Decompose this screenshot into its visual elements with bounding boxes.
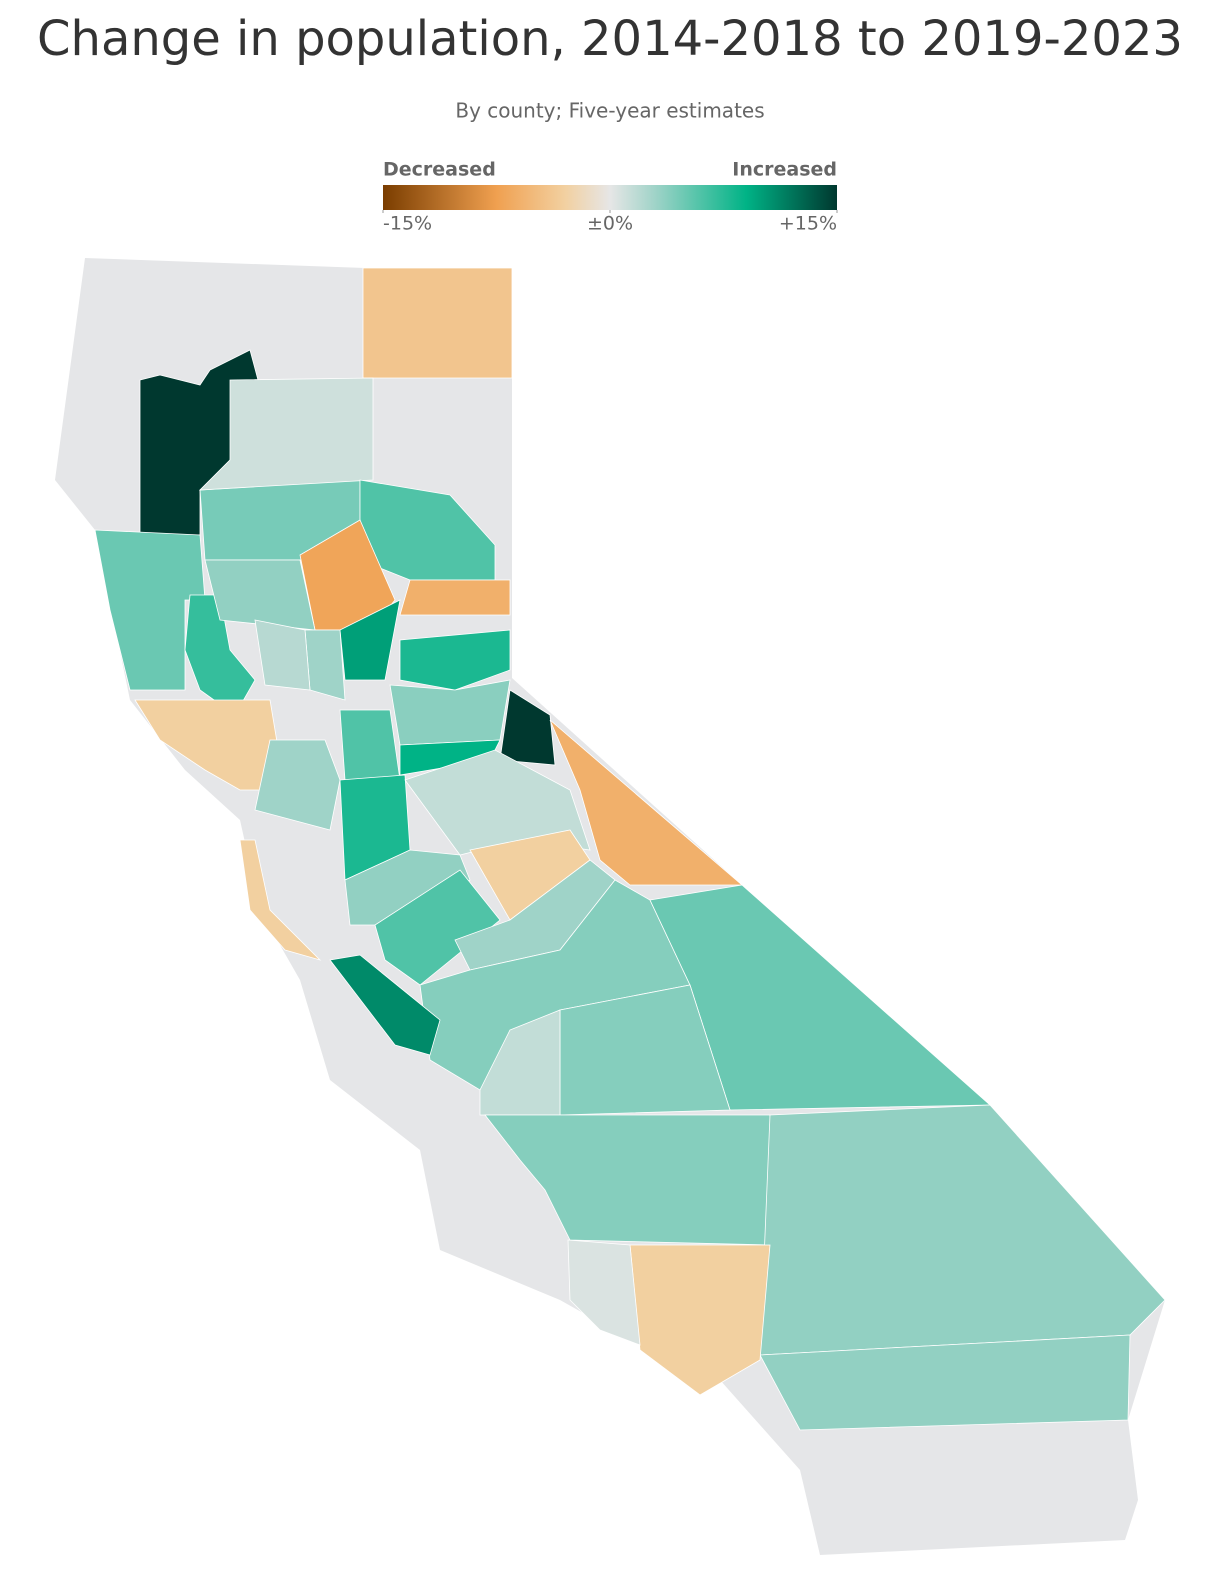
county xyxy=(499,689,556,766)
county xyxy=(759,1104,1166,1356)
county xyxy=(254,739,341,831)
county xyxy=(567,1239,641,1346)
legend-low-label: Decreased xyxy=(383,159,496,181)
county xyxy=(374,869,501,986)
county xyxy=(304,629,346,701)
county xyxy=(239,839,322,961)
county xyxy=(329,954,441,1056)
county xyxy=(389,679,511,746)
county xyxy=(399,629,511,691)
county xyxy=(649,884,992,1111)
chart-subtitle: By county; Five-year estimates xyxy=(455,99,764,123)
county xyxy=(344,849,471,926)
county xyxy=(254,619,311,691)
county xyxy=(362,267,513,379)
county xyxy=(339,709,401,781)
county xyxy=(399,579,511,616)
county xyxy=(198,377,374,491)
county xyxy=(339,599,401,681)
county xyxy=(549,719,744,886)
legend-tick-label: -15% xyxy=(383,213,432,235)
county xyxy=(204,559,316,631)
legend-high-label: Increased xyxy=(732,159,837,181)
legend-gradient xyxy=(383,185,837,210)
legend-tick-label: +15% xyxy=(779,213,837,235)
county xyxy=(759,1334,1131,1431)
counties xyxy=(94,267,1166,1431)
county xyxy=(94,529,206,691)
legend-tick-label: ±0% xyxy=(587,213,633,235)
chart-title: Change in population, 2014-2018 to 2019-… xyxy=(37,11,1183,67)
